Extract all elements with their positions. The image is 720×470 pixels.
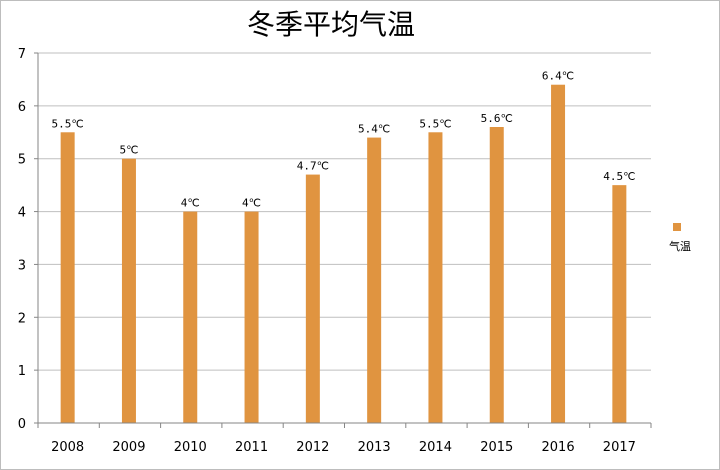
data-label: 5.6℃ (481, 112, 513, 125)
axes (34, 52, 652, 428)
data-label: 4.7℃ (297, 160, 329, 173)
x-tick-label: 2014 (419, 440, 452, 455)
y-tick-label: 7 (18, 47, 26, 62)
legend: 气温 (669, 221, 709, 257)
data-label: 5.5℃ (419, 117, 451, 130)
x-tick-label: 2015 (480, 440, 513, 455)
bar (551, 84, 566, 423)
data-label: 6.4℃ (542, 70, 574, 83)
x-tick-label: 2009 (112, 440, 145, 455)
y-tick-label: 2 (18, 311, 26, 326)
bar (121, 158, 136, 423)
bar (183, 211, 198, 423)
x-tick-label: 2011 (235, 440, 268, 455)
data-label: 5.5℃ (52, 117, 84, 130)
bar (428, 132, 443, 424)
data-label: 5℃ (119, 144, 138, 157)
y-tick-label: 1 (18, 364, 26, 379)
data-label: 5.4℃ (358, 123, 390, 136)
data-label: 4℃ (181, 197, 200, 210)
bar (612, 185, 627, 423)
y-tick-label: 0 (18, 417, 26, 432)
y-tick-label: 3 (18, 258, 26, 273)
grid-lines (38, 52, 651, 371)
data-label: 4.5℃ (603, 170, 635, 183)
bar (305, 174, 320, 423)
chart-title: 冬季平均气温 (246, 8, 415, 41)
legend-swatch (673, 223, 681, 231)
labels: 0 1 2 3 4 5 6 7 5.5℃ 2008 5℃ 2009 4℃ 2010 4℃ 2011 4.7℃ 20… (18, 47, 636, 455)
x-tick-label: 2008 (51, 440, 84, 455)
legend-label: 气温 (669, 240, 691, 253)
y-tick-label: 4 (18, 206, 26, 221)
y-tick-label: 6 (18, 100, 26, 115)
bar (489, 127, 504, 423)
bar (60, 132, 75, 424)
x-tick-label: 2017 (603, 440, 636, 455)
x-tick-label: 2012 (296, 440, 329, 455)
bar (244, 211, 259, 423)
bar (367, 137, 382, 424)
x-tick-label: 2010 (174, 440, 207, 455)
data-label: 4℃ (242, 197, 261, 210)
y-tick-label: 5 (18, 153, 26, 168)
x-tick-label: 2013 (358, 440, 391, 455)
bars (60, 84, 627, 424)
x-tick-label: 2016 (542, 440, 575, 455)
